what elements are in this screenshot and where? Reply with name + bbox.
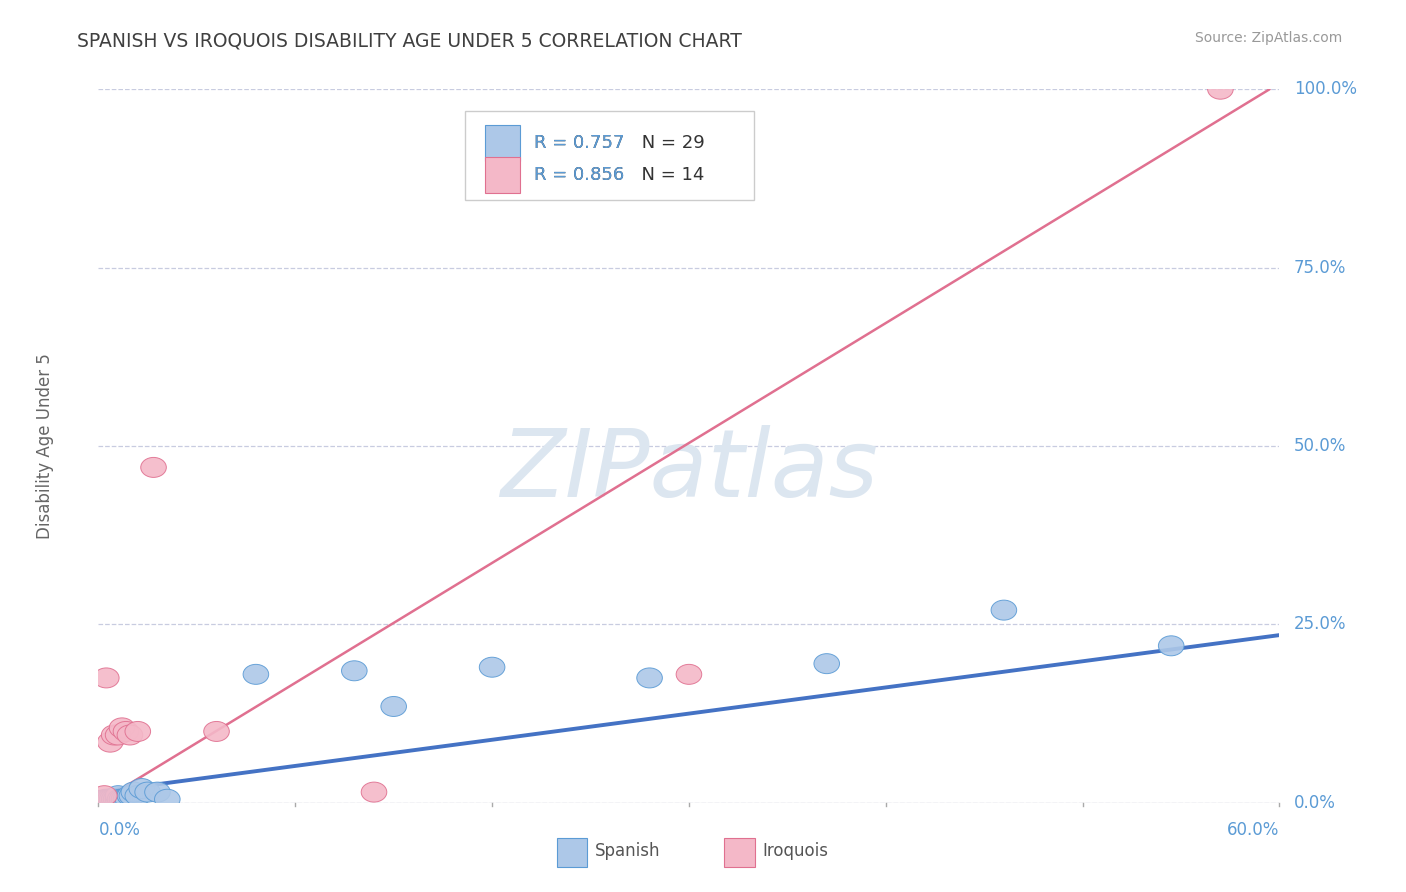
Ellipse shape: [129, 779, 155, 798]
Ellipse shape: [97, 789, 124, 809]
Ellipse shape: [110, 718, 135, 738]
Ellipse shape: [105, 725, 131, 745]
Ellipse shape: [115, 789, 141, 809]
Text: Source: ZipAtlas.com: Source: ZipAtlas.com: [1195, 31, 1343, 45]
Ellipse shape: [101, 725, 127, 745]
Ellipse shape: [991, 600, 1017, 620]
Text: Disability Age Under 5: Disability Age Under 5: [37, 353, 55, 539]
Ellipse shape: [112, 722, 139, 741]
FancyBboxPatch shape: [485, 157, 520, 193]
Text: R = 0.856   N = 14: R = 0.856 N = 14: [534, 166, 704, 184]
Ellipse shape: [93, 789, 120, 809]
Ellipse shape: [125, 786, 150, 805]
Ellipse shape: [112, 789, 139, 809]
Ellipse shape: [117, 725, 143, 745]
Ellipse shape: [141, 458, 166, 477]
Ellipse shape: [1208, 79, 1233, 99]
FancyBboxPatch shape: [485, 125, 520, 161]
FancyBboxPatch shape: [464, 111, 754, 200]
Text: 0.0%: 0.0%: [1294, 794, 1336, 812]
Ellipse shape: [105, 786, 131, 805]
Ellipse shape: [243, 665, 269, 684]
Ellipse shape: [110, 789, 135, 809]
Text: 50.0%: 50.0%: [1294, 437, 1346, 455]
Ellipse shape: [381, 697, 406, 716]
Text: 75.0%: 75.0%: [1294, 259, 1346, 277]
Text: Iroquois: Iroquois: [762, 842, 828, 860]
Text: 0.0%: 0.0%: [98, 821, 141, 838]
Ellipse shape: [155, 789, 180, 809]
Ellipse shape: [342, 661, 367, 681]
Ellipse shape: [96, 789, 121, 809]
Ellipse shape: [105, 789, 131, 809]
Ellipse shape: [97, 732, 124, 752]
Ellipse shape: [104, 789, 129, 809]
Ellipse shape: [91, 786, 117, 805]
Ellipse shape: [93, 668, 120, 688]
Ellipse shape: [361, 782, 387, 802]
Ellipse shape: [135, 782, 160, 802]
Ellipse shape: [107, 789, 134, 809]
Ellipse shape: [117, 786, 143, 805]
Text: R = 0.856: R = 0.856: [534, 166, 624, 184]
Ellipse shape: [100, 789, 125, 809]
Ellipse shape: [120, 786, 145, 805]
Text: 60.0%: 60.0%: [1227, 821, 1279, 838]
FancyBboxPatch shape: [557, 838, 588, 867]
Ellipse shape: [125, 722, 150, 741]
Text: Spanish: Spanish: [595, 842, 659, 860]
Text: ZIPatlas: ZIPatlas: [501, 425, 877, 516]
Text: SPANISH VS IROQUOIS DISABILITY AGE UNDER 5 CORRELATION CHART: SPANISH VS IROQUOIS DISABILITY AGE UNDER…: [77, 31, 742, 50]
Text: 25.0%: 25.0%: [1294, 615, 1346, 633]
Ellipse shape: [204, 722, 229, 741]
Text: 100.0%: 100.0%: [1294, 80, 1357, 98]
Text: R = 0.757: R = 0.757: [534, 134, 624, 152]
Ellipse shape: [1159, 636, 1184, 656]
Ellipse shape: [101, 789, 127, 809]
Ellipse shape: [676, 665, 702, 684]
FancyBboxPatch shape: [724, 838, 755, 867]
Text: R = 0.757   N = 29: R = 0.757 N = 29: [534, 134, 704, 152]
Ellipse shape: [479, 657, 505, 677]
Ellipse shape: [637, 668, 662, 688]
Ellipse shape: [145, 782, 170, 802]
Ellipse shape: [121, 782, 146, 802]
Ellipse shape: [814, 654, 839, 673]
Ellipse shape: [111, 789, 136, 809]
